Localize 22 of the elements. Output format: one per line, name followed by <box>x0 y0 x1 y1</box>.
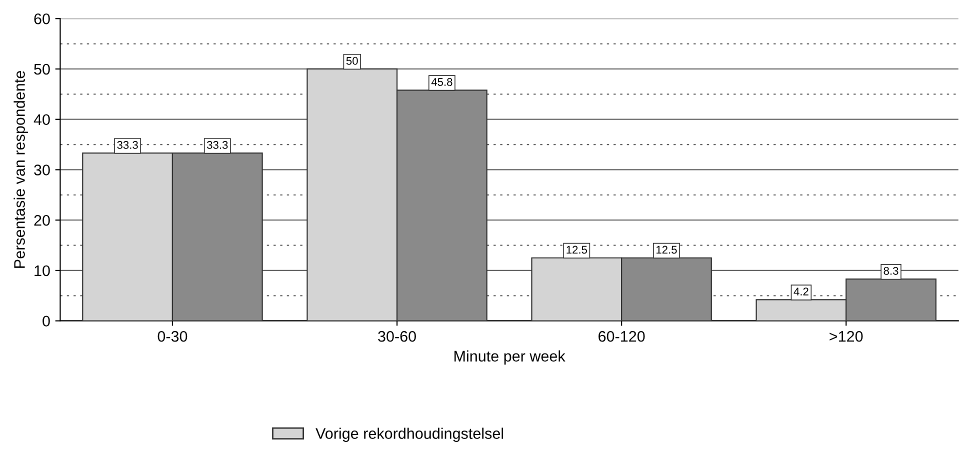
data-label: 45.8 <box>431 78 452 86</box>
x-tick-label: 0-30 <box>158 330 188 342</box>
data-label: 33.3 <box>117 141 138 149</box>
y-tick-label: 50 <box>34 64 50 75</box>
legend-label: Vorige rekordhoudingstelsel <box>316 428 504 442</box>
y-tick-label: 60 <box>34 13 50 24</box>
y-tick-label: 40 <box>34 114 50 126</box>
x-tick-label: 60-120 <box>598 330 645 342</box>
y-tick-label: 10 <box>34 265 50 276</box>
data-label: 33.3 <box>206 141 228 149</box>
y-tick-label: 0 <box>42 316 50 327</box>
y-tick-label: 20 <box>34 214 50 226</box>
x-tick-label: 30-60 <box>378 330 416 342</box>
y-axis-title: Persentasie van respondente <box>14 71 28 268</box>
data-label: 50 <box>346 56 358 65</box>
data-label: 8.3 <box>884 266 898 275</box>
data-label: 12.5 <box>566 246 587 254</box>
x-axis-title: Minute per week <box>454 350 566 365</box>
data-label: 4.2 <box>794 288 808 296</box>
data-label: 12.5 <box>656 246 677 254</box>
y-tick-label: 30 <box>34 164 50 176</box>
x-tick-label: >120 <box>830 330 863 342</box>
